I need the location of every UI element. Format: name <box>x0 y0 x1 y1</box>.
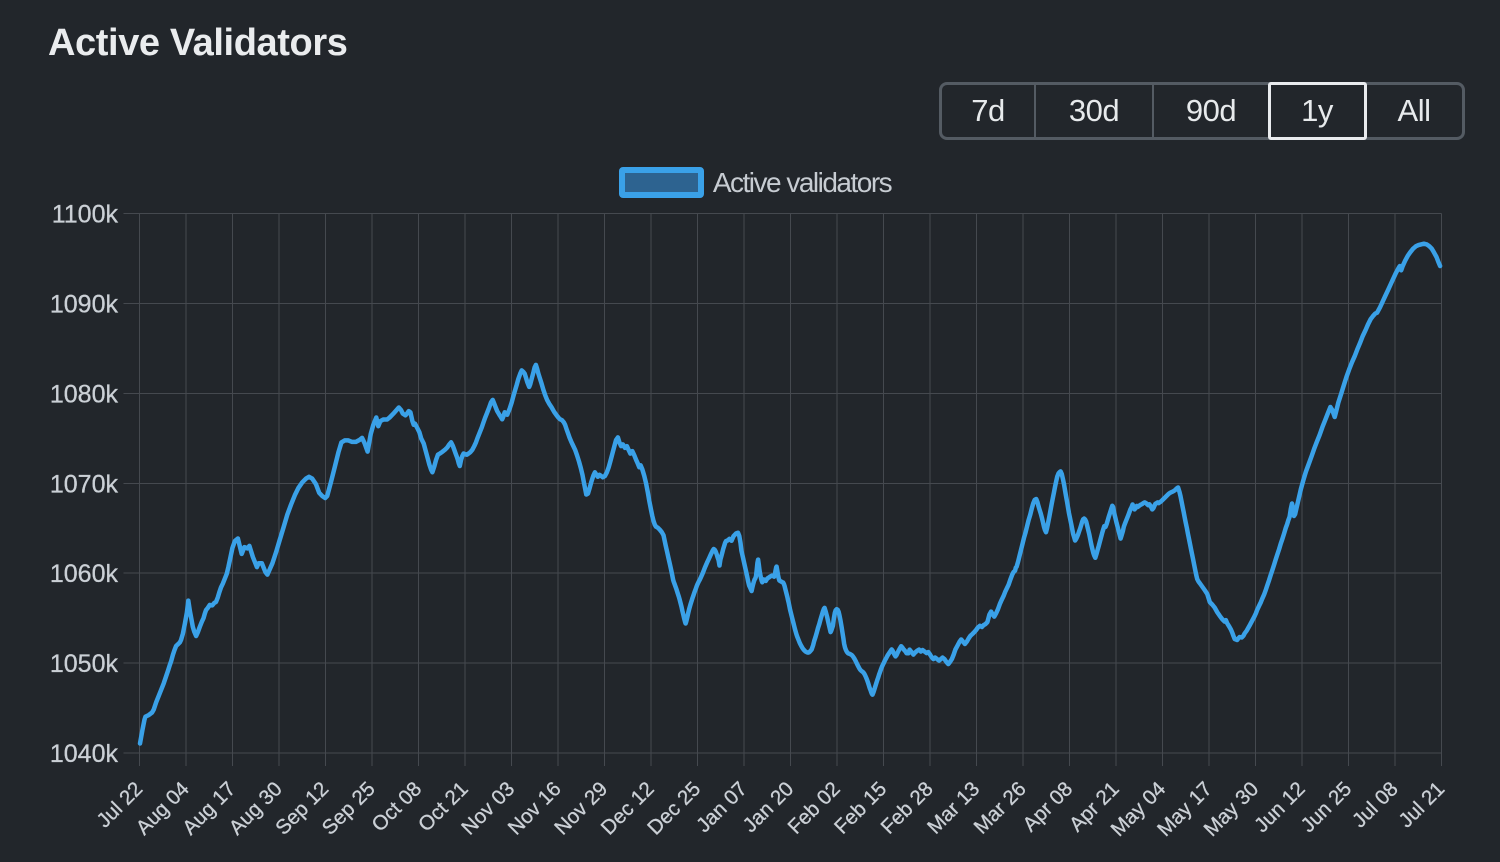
svg-text:1070k: 1070k <box>50 470 119 498</box>
svg-text:1100k: 1100k <box>52 201 119 229</box>
svg-text:1090k: 1090k <box>50 291 119 319</box>
svg-text:Jul 08: Jul 08 <box>1348 777 1403 832</box>
svg-text:1050k: 1050k <box>50 650 119 678</box>
svg-text:Jan 07: Jan 07 <box>692 777 752 837</box>
svg-text:Mar 26: Mar 26 <box>969 777 1030 838</box>
svg-text:1080k: 1080k <box>50 381 119 409</box>
svg-text:Dec 25: Dec 25 <box>643 777 705 839</box>
svg-text:1040k: 1040k <box>50 740 119 768</box>
svg-text:Jun 12: Jun 12 <box>1250 777 1310 837</box>
svg-text:Jul 21: Jul 21 <box>1394 777 1449 832</box>
svg-text:Oct 08: Oct 08 <box>367 777 426 836</box>
svg-text:1060k: 1060k <box>50 560 119 588</box>
svg-text:Sep 25: Sep 25 <box>318 777 380 839</box>
svg-text:Jun 25: Jun 25 <box>1296 777 1356 837</box>
svg-text:Apr 08: Apr 08 <box>1018 777 1077 836</box>
